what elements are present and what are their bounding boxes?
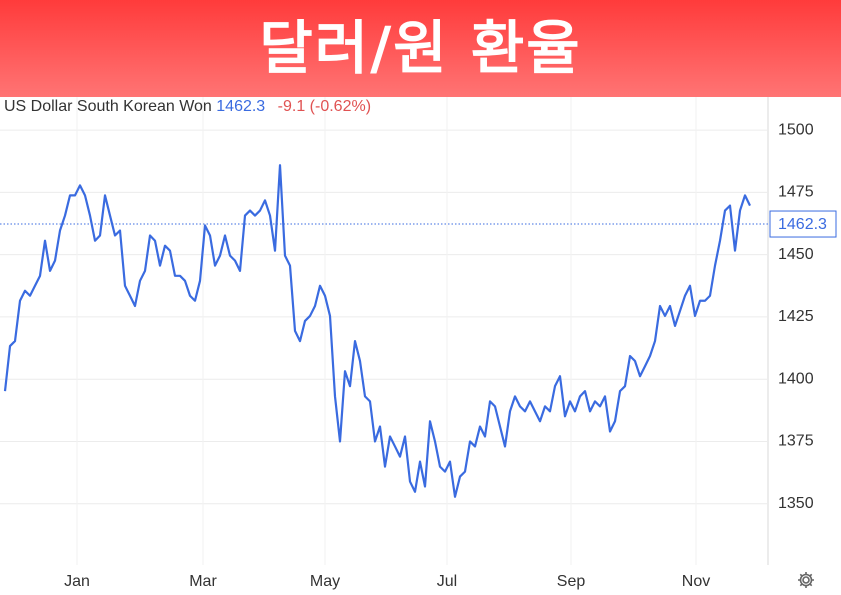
x-tick-label: Jan (64, 573, 90, 590)
x-tick-label: Mar (189, 573, 217, 590)
y-tick-label: 1475 (778, 184, 814, 201)
y-tick-label: 1350 (778, 495, 814, 512)
chart-title: 달러/원 환율 (259, 14, 582, 82)
y-tick-label: 1450 (778, 246, 814, 263)
x-tick-label: Nov (682, 573, 710, 590)
change: -9.1 (-0.62%) (277, 98, 372, 115)
x-tick-label: May (310, 573, 340, 590)
y-tick-label: 1400 (778, 370, 814, 387)
settings-icon[interactable] (798, 572, 814, 588)
last-value-label: 1462.3 (778, 216, 827, 233)
y-tick-label: 1425 (778, 308, 814, 325)
y-tick-label: 1500 (778, 121, 814, 138)
last-value: 1462.3 (216, 98, 266, 115)
last-value-box (769, 210, 837, 238)
y-tick-label: 1375 (778, 433, 814, 450)
banner (0, 0, 841, 97)
price-line (3, 164, 751, 498)
instrument: US Dollar South Korean Won (4, 98, 212, 115)
x-tick-label: Jul (437, 573, 457, 590)
x-tick-label: Sep (557, 573, 586, 590)
subtitle: US Dollar South Korean Won 1462.3 -9.1 (… (4, 96, 371, 118)
